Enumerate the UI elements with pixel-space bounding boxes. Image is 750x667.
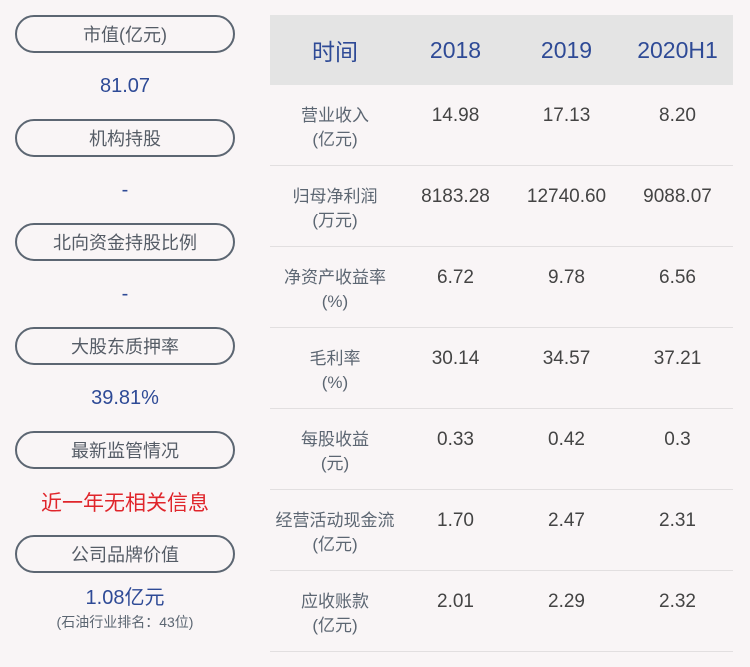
metric-unit: (万元) <box>312 211 358 230</box>
cell-2018: 14.98 <box>431 105 480 126</box>
table-row: 每股收益 (元) 0.33 0.42 0.3 <box>270 409 733 490</box>
label-pledge-ratio: 大股东质押率 <box>15 327 235 365</box>
company-summary-panel: 市值(亿元) 81.07 机构持股 - 北向资金持股比例 - 大股东质押率 39… <box>15 15 235 639</box>
metric-unit: (%) <box>321 292 349 311</box>
value-institutional-holding-text: - <box>121 178 129 201</box>
value-brand-value-text: 1.08亿元 <box>85 586 165 609</box>
metric-unit: (元) <box>320 454 350 473</box>
metric-name: 归母净利润 <box>292 187 378 206</box>
cell-2020h1: 2.32 <box>659 591 696 612</box>
value-institutional-holding: - <box>15 157 235 223</box>
value-northbound-ratio: - <box>15 261 235 327</box>
header-2018: 2018 <box>429 36 482 63</box>
table-row: 归母净利润 (万元) 8183.28 12740.60 9088.07 <box>270 166 733 247</box>
cell-2019: 34.57 <box>542 348 591 369</box>
header-2020h1: 2020H1 <box>637 36 718 63</box>
table-row: 营业收入 (亿元) 14.98 17.13 8.20 <box>270 85 733 166</box>
cell-2020h1: 37.21 <box>653 348 702 369</box>
cell-2020h1: 2.31 <box>659 510 696 531</box>
header-time: 时间 <box>312 39 358 65</box>
table-row: 经营活动现金流 (亿元) 1.70 2.47 2.31 <box>270 490 733 571</box>
row-label: 营业收入 (亿元) <box>270 85 400 152</box>
row-label: 应收账款 (亿元) <box>270 571 400 638</box>
label-brand-value: 公司品牌价值 <box>15 535 235 573</box>
brand-rank-note: (石油行业排名：43位) <box>56 613 194 630</box>
cell-2018: 6.72 <box>437 267 474 288</box>
metric-name: 毛利率 <box>309 349 361 368</box>
value-northbound-ratio-text: - <box>121 282 129 305</box>
table-row: 应收账款 (亿元) 2.01 2.29 2.32 <box>270 571 733 652</box>
cell-2020h1: 0.3 <box>664 429 691 450</box>
value-pledge-ratio: 39.81% <box>15 365 235 431</box>
cell-2019: 0.42 <box>548 429 585 450</box>
metric-name: 经营活动现金流 <box>275 511 395 530</box>
cell-2019: 12740.60 <box>526 186 607 207</box>
row-label: 净资产收益率 (%) <box>270 247 400 314</box>
table-row: 毛利率 (%) 30.14 34.57 37.21 <box>270 328 733 409</box>
metric-unit: (亿元) <box>312 130 358 149</box>
table-header: 时间 2018 2019 2020H1 <box>270 15 733 85</box>
value-regulatory-status-text: 近一年无相关信息 <box>41 492 209 515</box>
cell-2019: 2.47 <box>548 510 585 531</box>
metric-name: 净资产收益率 <box>284 268 386 287</box>
cell-2018: 1.70 <box>437 510 474 531</box>
label-regulatory-status: 最新监管情况 <box>15 431 235 469</box>
cell-2020h1: 9088.07 <box>643 186 712 207</box>
cell-2018: 8183.28 <box>421 186 490 207</box>
row-label: 经营活动现金流 (亿元) <box>270 490 400 557</box>
label-market-cap: 市值(亿元) <box>15 15 235 53</box>
header-2019: 2019 <box>540 36 593 63</box>
cell-2020h1: 8.20 <box>659 105 696 126</box>
metric-unit: (亿元) <box>312 616 358 635</box>
cell-2019: 2.29 <box>548 591 585 612</box>
cell-2019: 17.13 <box>542 105 591 126</box>
financial-table: 时间 2018 2019 2020H1 营业收入 (亿元) 14.98 17.13 8.… <box>270 15 733 652</box>
value-market-cap: 81.07 <box>15 53 235 119</box>
row-label: 归母净利润 (万元) <box>270 166 400 233</box>
row-label: 毛利率 (%) <box>270 328 400 395</box>
value-brand-value: 1.08亿元 (石油行业排名：43位) <box>15 573 235 639</box>
label-northbound-ratio: 北向资金持股比例 <box>15 223 235 261</box>
cell-2018: 30.14 <box>431 348 480 369</box>
metric-name: 每股收益 <box>301 430 369 449</box>
table-row: 净资产收益率 (%) 6.72 9.78 6.56 <box>270 247 733 328</box>
label-institutional-holding: 机构持股 <box>15 119 235 157</box>
metric-unit: (亿元) <box>312 535 358 554</box>
value-market-cap-text: 81.07 <box>99 74 151 97</box>
value-regulatory-status: 近一年无相关信息 <box>15 469 235 535</box>
cell-2018: 2.01 <box>437 591 474 612</box>
metric-name: 应收账款 <box>301 592 369 611</box>
cell-2019: 9.78 <box>548 267 585 288</box>
value-pledge-ratio-text: 39.81% <box>91 386 159 409</box>
metric-unit: (%) <box>321 373 349 392</box>
row-label: 每股收益 (元) <box>270 409 400 476</box>
cell-2020h1: 6.56 <box>659 267 696 288</box>
cell-2018: 0.33 <box>437 429 474 450</box>
metric-name: 营业收入 <box>301 106 369 125</box>
